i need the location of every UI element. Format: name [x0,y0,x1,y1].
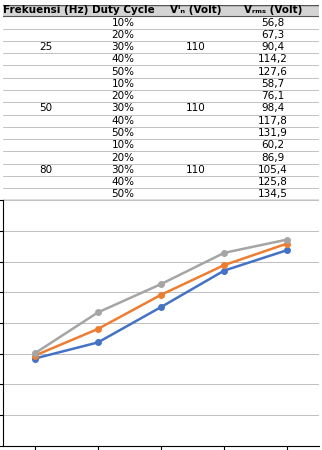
Text: 50%: 50% [112,189,135,199]
Text: 80: 80 [39,165,52,175]
Text: 117,8: 117,8 [258,116,288,126]
Text: 127,6: 127,6 [258,67,288,76]
Text: 56,8: 56,8 [261,18,285,27]
Text: 110: 110 [186,42,205,52]
Text: 110: 110 [186,165,205,175]
Text: 67,3: 67,3 [261,30,285,40]
Text: 105,4: 105,4 [258,165,288,175]
80 H [33,351,37,356]
Text: 20%: 20% [112,153,135,162]
Text: 90,4: 90,4 [261,42,285,52]
Text: 40%: 40% [112,116,135,126]
80 H [285,237,289,242]
Text: 50: 50 [39,104,52,113]
Text: Vᵣₘₛ (Volt): Vᵣₘₛ (Volt) [244,5,302,15]
Bar [3,4,319,16]
Text: 30%: 30% [112,42,135,52]
50 H [222,262,226,268]
Text: 58,7: 58,7 [261,79,285,89]
Text: 20%: 20% [112,91,135,101]
25 H [33,356,37,361]
25 H [222,268,226,273]
80 H [222,250,226,256]
Text: 40%: 40% [112,54,135,64]
Text: 110: 110 [186,104,205,113]
Text: 50%: 50% [112,67,135,76]
25 H [285,248,289,253]
Line: 25 H: 25 H [32,248,290,361]
25 H [159,304,163,310]
Text: 10%: 10% [112,79,135,89]
Text: 30%: 30% [112,104,135,113]
Text: Duty Cycle: Duty Cycle [92,5,155,15]
Text: 10%: 10% [112,18,135,27]
Text: 76,1: 76,1 [261,91,285,101]
Text: 40%: 40% [112,177,135,187]
Line: 80 H: 80 H [32,237,290,356]
Text: 131,9: 131,9 [258,128,288,138]
50 H [285,241,289,246]
Text: 125,8: 125,8 [258,177,288,187]
Text: Vᴵₙ (Volt): Vᴵₙ (Volt) [170,5,222,15]
Text: 30%: 30% [112,165,135,175]
Text: 10%: 10% [112,140,135,150]
50 H [33,353,37,358]
Text: 86,9: 86,9 [261,153,285,162]
Line: 50 H: 50 H [32,241,290,358]
50 H [159,292,163,297]
50 H [96,326,100,332]
Text: 60,2: 60,2 [261,140,285,150]
Text: 25: 25 [39,42,52,52]
Text: 98,4: 98,4 [261,104,285,113]
Text: Frekuensi (Hz): Frekuensi (Hz) [3,5,89,15]
80 H [96,310,100,315]
25 H [96,340,100,345]
Text: 50%: 50% [112,128,135,138]
Text: 114,2: 114,2 [258,54,288,64]
Text: 134,5: 134,5 [258,189,288,199]
80 H [159,281,163,287]
Text: 20%: 20% [112,30,135,40]
